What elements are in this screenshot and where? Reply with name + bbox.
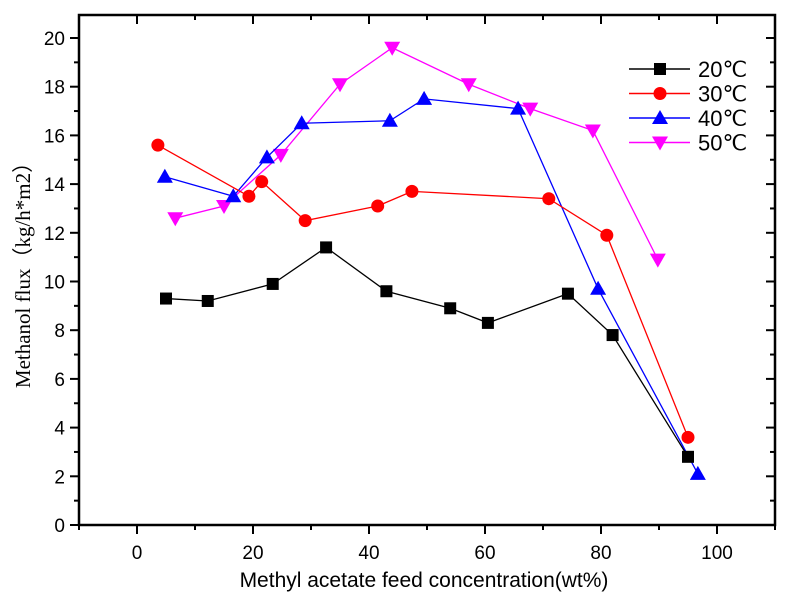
x-axis-label: Methyl acetate feed concentration(wt%) (240, 569, 609, 592)
legend-label: 20℃ (698, 57, 747, 82)
legend-marker (654, 63, 666, 75)
data-point (266, 277, 279, 290)
series-1 (151, 138, 695, 444)
data-point (381, 112, 398, 127)
legend-entry: 50℃ (629, 131, 747, 156)
data-point (332, 78, 348, 93)
data-point (293, 115, 310, 130)
data-point (298, 214, 312, 228)
data-point (255, 175, 269, 189)
series-layer (151, 41, 706, 480)
y-tick-label: 18 (44, 78, 65, 99)
data-point (151, 138, 165, 152)
data-point (542, 192, 556, 206)
data-point (561, 287, 574, 300)
data-point (510, 100, 527, 115)
y-tick-label: 2 (54, 467, 65, 488)
y-tick-label: 20 (44, 29, 65, 50)
y-tick-label: 14 (44, 175, 66, 196)
data-point (320, 241, 333, 254)
data-point (371, 199, 385, 213)
data-point (272, 148, 289, 163)
data-point (416, 90, 433, 105)
data-point (258, 149, 275, 164)
y-tick-label: 0 (54, 516, 65, 537)
data-point (380, 285, 393, 298)
data-point (201, 294, 214, 307)
legend-label: 50℃ (698, 131, 747, 156)
data-point (225, 188, 242, 203)
legend-marker (652, 110, 668, 124)
x-tick-label: 20 (242, 543, 263, 564)
series-line (164, 98, 699, 475)
x-tick-label: 60 (474, 543, 495, 564)
legend-label: 40℃ (698, 106, 747, 131)
legend-entry: 20℃ (629, 57, 747, 82)
data-point (689, 465, 706, 480)
y-tick-label: 6 (54, 370, 65, 391)
y-tick-label: 10 (44, 273, 65, 294)
data-point (242, 189, 256, 203)
y-tick-label: 4 (54, 419, 65, 440)
data-point (481, 316, 494, 329)
legend-marker (652, 136, 668, 151)
data-point (682, 450, 694, 463)
data-point (167, 212, 184, 227)
legend-marker (653, 87, 667, 100)
x-tick-label: 0 (132, 543, 143, 564)
x-tick-label: 100 (701, 543, 733, 564)
data-point (405, 184, 419, 198)
data-point (600, 228, 614, 242)
data-point (160, 292, 172, 305)
axes: 0 20 40 60 80 100 0 2 4 6 8 10 12 14 16 18 20 (44, 13, 777, 564)
data-point (216, 200, 232, 215)
data-point (460, 78, 477, 93)
series-line (165, 246, 689, 458)
data-point (384, 41, 401, 56)
legend: 20℃30℃40℃50℃ (629, 57, 747, 156)
y-axis-label: Methanol flux（kg/h*m2） (11, 152, 35, 388)
data-point (590, 280, 607, 295)
data-point (649, 253, 666, 268)
data-point (584, 124, 601, 139)
data-point (522, 102, 539, 117)
series-0 (160, 241, 694, 463)
series-2 (156, 90, 706, 480)
y-tick-label: 12 (44, 224, 65, 245)
y-tick-label: 8 (54, 321, 65, 342)
legend-label: 30℃ (698, 82, 747, 107)
x-tick-label: 80 (590, 543, 611, 564)
data-point (156, 168, 173, 183)
plot-frame (77, 13, 777, 527)
series-line (157, 144, 689, 438)
x-tick-label: 40 (358, 543, 379, 564)
series-3 (167, 41, 666, 268)
legend-entry: 40℃ (629, 106, 747, 131)
y-tick-label: 16 (44, 126, 65, 147)
data-point (606, 329, 619, 342)
legend-entry: 30℃ (629, 82, 747, 107)
data-point (681, 430, 695, 444)
data-point (444, 302, 457, 315)
series-line (175, 46, 659, 260)
